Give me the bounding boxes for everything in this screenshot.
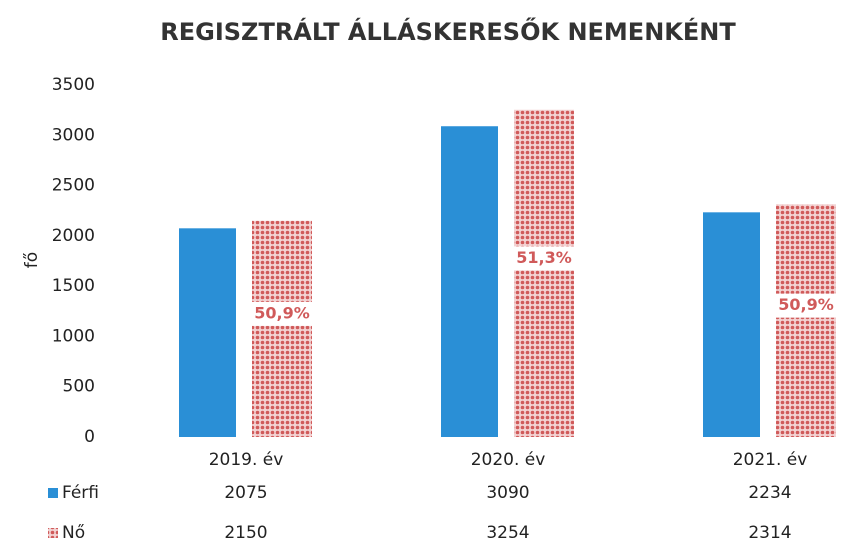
bar — [252, 220, 312, 437]
data-table-value: 2234 — [748, 483, 791, 503]
y-axis-label: fő — [22, 252, 42, 268]
legend-marker — [48, 528, 58, 538]
chart-title: REGISZTRÁLT ÁLLÁSKERESŐK NEMENKÉNT — [160, 16, 736, 46]
data-table-value: 2314 — [748, 523, 791, 541]
bar — [179, 228, 236, 437]
annotation-background — [248, 301, 316, 326]
legend-label: Nő — [62, 523, 85, 541]
bar — [441, 126, 498, 437]
bar — [514, 109, 574, 437]
annotation: 51,3% — [516, 248, 572, 267]
y-tick-label: 2500 — [52, 176, 95, 196]
y-tick-label: 0 — [84, 427, 95, 447]
annotation-background — [510, 246, 578, 271]
data-table-value: 2150 — [224, 523, 267, 541]
y-tick-label: 2000 — [52, 226, 95, 246]
x-tick-label: 2019. év — [209, 450, 284, 470]
x-tick-label: 2020. év — [471, 450, 546, 470]
y-tick-label: 3500 — [52, 75, 95, 95]
y-tick-label: 1500 — [52, 276, 95, 296]
data-table-value: 3254 — [486, 523, 529, 541]
bar — [776, 204, 836, 437]
data-table-value: 3090 — [486, 483, 529, 503]
annotation: 50,9% — [254, 303, 310, 322]
data-table-value: 2075 — [224, 483, 267, 503]
y-tick-label: 1000 — [52, 326, 95, 346]
y-tick-label: 3000 — [52, 125, 95, 145]
legend-label: Férfi — [62, 483, 99, 503]
bar — [703, 212, 760, 437]
y-tick-label: 500 — [63, 377, 95, 397]
annotation-background — [772, 293, 840, 318]
legend-marker — [48, 488, 58, 498]
x-tick-label: 2021. év — [733, 450, 808, 470]
annotation: 50,9% — [778, 295, 834, 314]
